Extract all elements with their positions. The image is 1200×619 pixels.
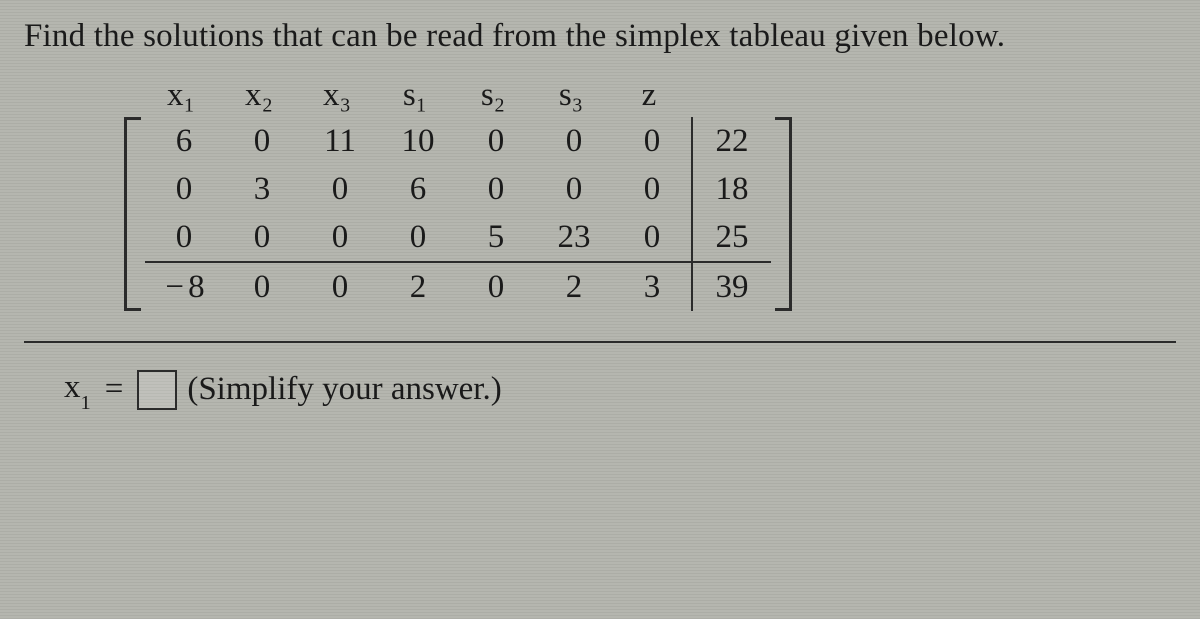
page: Find the solutions that can be read from…: [0, 0, 1200, 619]
col-header: s₁: [376, 73, 454, 117]
col-header: x₂: [220, 73, 298, 117]
cell: 0: [535, 165, 613, 213]
left-bracket-icon: [124, 117, 145, 311]
col-header: s₂: [454, 73, 532, 117]
col-header: x₁: [142, 73, 220, 117]
cell: 0: [457, 165, 535, 213]
table-row: 6 0 11 10 0 0 0 22: [145, 117, 771, 165]
cell: 0: [535, 117, 613, 165]
table-row: 0 0 0 0 5 23 0 25: [145, 213, 771, 261]
cell: 6: [379, 165, 457, 213]
answer-var-base: x: [64, 369, 81, 405]
cell: 6: [145, 117, 223, 165]
cell: 25: [693, 213, 771, 261]
cell: 0: [145, 165, 223, 213]
question-prompt: Find the solutions that can be read from…: [24, 18, 1176, 55]
cell: 23: [535, 213, 613, 261]
answer-row: x1 = (Simplify your answer.): [64, 369, 1176, 411]
tableau-wrap: x₁ x₂ x₃ s₁ s₂ s₃ z 6 0 11 10: [124, 73, 792, 311]
simplex-tableau: x₁ x₂ x₃ s₁ s₂ s₃ z 6 0 11 10: [124, 73, 1176, 311]
tableau-grid: 6 0 11 10 0 0 0 22 0 3 0 6 0: [145, 117, 771, 311]
cell: 18: [693, 165, 771, 213]
answer-var-sub: 1: [81, 392, 91, 414]
cell: 0: [223, 261, 301, 311]
cell: − 8: [145, 261, 223, 311]
equals-sign: =: [105, 371, 124, 408]
horizontal-rule: [24, 341, 1176, 343]
cell: 0: [457, 261, 535, 311]
cell: 0: [301, 261, 379, 311]
col-header: z: [610, 73, 688, 117]
cell: 0: [613, 213, 693, 261]
cell: 2: [535, 261, 613, 311]
col-header: [688, 73, 766, 117]
cell: 0: [301, 213, 379, 261]
cell: 0: [145, 213, 223, 261]
cell: 0: [379, 213, 457, 261]
cell: 10: [379, 117, 457, 165]
cell: 0: [223, 117, 301, 165]
cell: 2: [379, 261, 457, 311]
cell: 3: [223, 165, 301, 213]
cell: 5: [457, 213, 535, 261]
cell: 0: [223, 213, 301, 261]
col-header: s₃: [532, 73, 610, 117]
cell: 0: [457, 117, 535, 165]
tableau-header-row: x₁ x₂ x₃ s₁ s₂ s₃ z: [124, 73, 792, 117]
answer-input[interactable]: [137, 370, 177, 410]
answer-hint: (Simplify your answer.): [187, 371, 501, 408]
cell: 39: [693, 261, 771, 311]
cell: 11: [301, 117, 379, 165]
table-row: − 8 0 0 2 0 2 3 39: [145, 261, 771, 311]
cell: 3: [613, 261, 693, 311]
right-bracket-icon: [771, 117, 792, 311]
cell: 0: [613, 165, 693, 213]
col-header: x₃: [298, 73, 376, 117]
table-row: 0 3 0 6 0 0 0 18: [145, 165, 771, 213]
tableau-body: 6 0 11 10 0 0 0 22 0 3 0 6 0: [124, 117, 792, 311]
answer-variable: x1: [64, 369, 91, 411]
cell: 0: [301, 165, 379, 213]
cell: 22: [693, 117, 771, 165]
cell: 0: [613, 117, 693, 165]
